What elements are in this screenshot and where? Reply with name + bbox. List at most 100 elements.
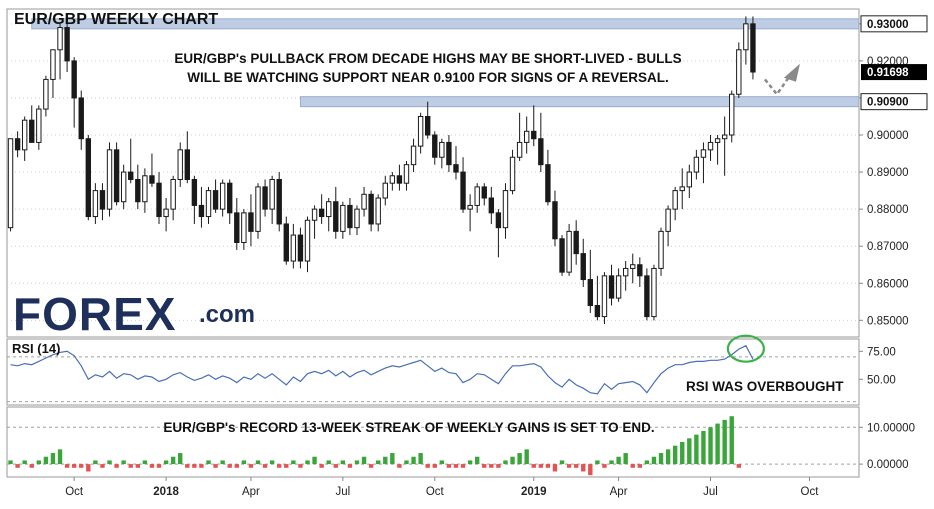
time-tick-label: 2019 (521, 486, 547, 498)
streak-bar (680, 442, 685, 465)
streak-bar (729, 416, 734, 465)
streak-bar (121, 460, 126, 465)
candle-body (552, 201, 558, 240)
candle-body (516, 141, 523, 158)
rsi-panel (6, 334, 860, 406)
candle-body (707, 141, 714, 151)
candle-body (340, 204, 346, 232)
streak-bar (482, 464, 487, 468)
rsi-tick-label: 75.00 (867, 346, 896, 358)
streak-bar (15, 464, 20, 468)
price-tick-label: 0.88000 (867, 204, 909, 216)
candle-body (700, 149, 707, 158)
candle-body (432, 134, 438, 158)
candle-body (333, 201, 339, 232)
candle-body (460, 171, 466, 210)
streak-bar (630, 464, 635, 468)
candle-body (113, 149, 120, 203)
streak-bar (595, 460, 600, 465)
streak-bar (29, 464, 34, 468)
streak-bar (616, 456, 621, 465)
streak-bar (43, 456, 49, 465)
streak-label: EUR/GBP's RECORD 13-WEEK STREAK OF WEEKL… (163, 420, 654, 435)
streak-bar (347, 464, 353, 468)
level-tag (860, 15, 928, 33)
streak-bar (701, 430, 706, 465)
candle-body (92, 190, 99, 218)
streak-bar (206, 460, 211, 465)
candle-body (227, 182, 233, 214)
streak-bar (376, 460, 381, 465)
candle-body (531, 130, 537, 140)
candle-body (502, 190, 509, 229)
level-tag (860, 93, 928, 111)
streak-bar (559, 460, 565, 465)
streak-bar (418, 453, 423, 465)
streak-bar (552, 464, 558, 472)
candle-body (622, 267, 629, 277)
streak-bar (694, 434, 699, 465)
candle-body (21, 119, 28, 151)
candle-body (290, 234, 297, 262)
streak-bar (93, 460, 98, 465)
streak-bar (432, 464, 437, 468)
streak-bar (241, 460, 247, 465)
candle-body (212, 190, 219, 210)
streak-bars (8, 416, 741, 476)
price-tick-label: 0.89000 (867, 167, 909, 179)
candle-body (651, 267, 657, 318)
candle-body (446, 141, 452, 166)
streak-bar (644, 460, 650, 465)
streak-bar (128, 464, 133, 468)
candle-body (467, 204, 473, 210)
candle-body (488, 197, 495, 214)
price-tick-label: 0.87000 (867, 241, 909, 253)
streak-bar (50, 453, 56, 465)
candle-body (184, 149, 190, 180)
streak-bar (651, 456, 657, 465)
last-price-tag (861, 64, 927, 81)
streak-bar (715, 423, 720, 465)
streak-bar (340, 460, 346, 465)
streak-bar (658, 453, 664, 465)
candle-body (156, 182, 162, 218)
streak-bar (277, 464, 282, 468)
streak-bar (312, 456, 317, 465)
streak-bar (368, 464, 374, 468)
streak-bar (397, 464, 402, 468)
streak-tick-label: 10.00000 (867, 422, 915, 434)
time-tick-label: Apr (610, 486, 628, 498)
streak-panel (6, 406, 860, 478)
candle-body (637, 264, 643, 277)
streak-bar (135, 464, 140, 468)
streak-bar (672, 445, 678, 465)
candle-body (361, 193, 367, 210)
candle-body (630, 264, 636, 269)
candle-body (559, 238, 565, 273)
streak-bar (255, 460, 261, 465)
streak-bar (79, 464, 84, 468)
streak-bar (64, 464, 70, 468)
streak-bar (404, 460, 409, 465)
candle-body (644, 275, 650, 318)
streak-bar (8, 460, 13, 465)
streak-bar (163, 460, 169, 465)
streak-bar (86, 464, 91, 472)
candle-body (481, 186, 487, 199)
streak-bar (588, 464, 593, 476)
streak-bar (467, 460, 473, 465)
time-tick-label: Jul (703, 486, 718, 498)
candle-body (128, 171, 134, 180)
candle-body (523, 130, 530, 143)
streak-bar (142, 460, 148, 465)
logo-suffix: .com (199, 301, 255, 328)
streak-bar (573, 464, 579, 468)
candle-body (78, 97, 84, 140)
candle-body (573, 230, 579, 255)
candle-body (382, 182, 388, 199)
candle-body (170, 178, 176, 210)
streak-bar (71, 464, 77, 468)
streak-bar (220, 460, 225, 465)
candle-body (396, 175, 403, 184)
candle-body (714, 138, 721, 143)
